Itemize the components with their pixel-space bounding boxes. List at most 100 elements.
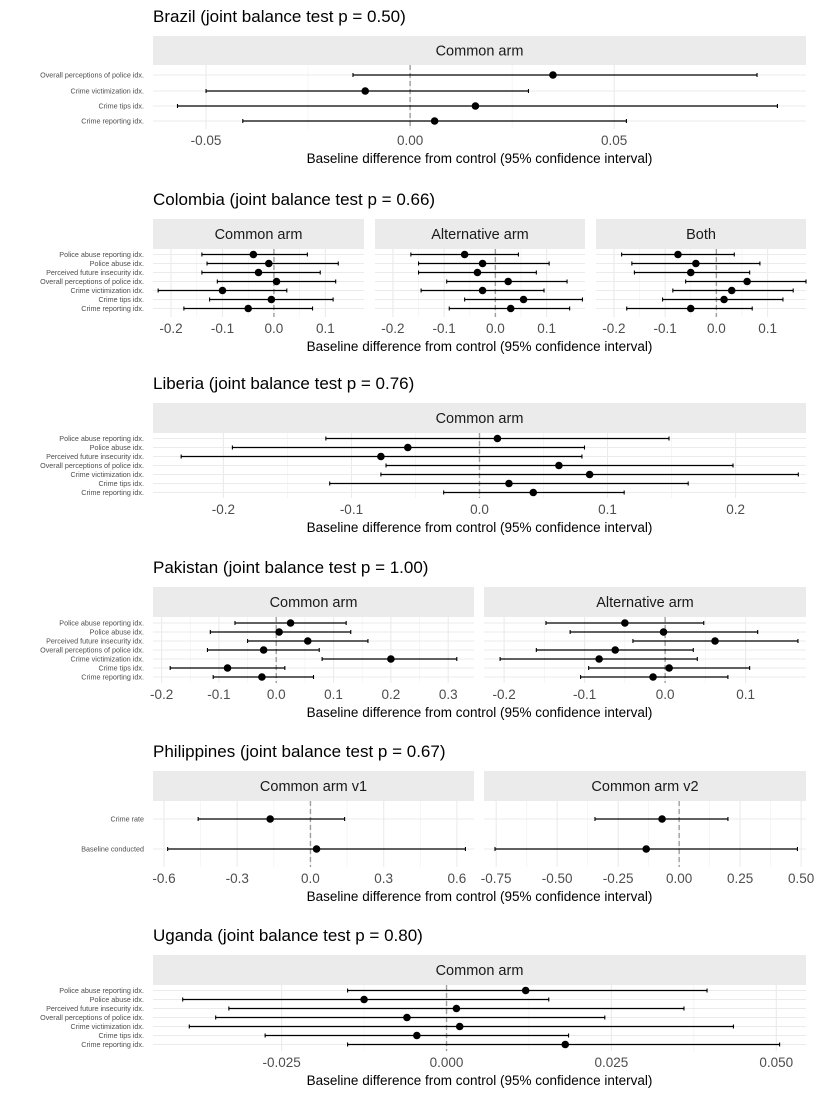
point-estimate	[473, 268, 482, 277]
x-tick-label: 0.2	[381, 687, 400, 702]
point-estimate	[259, 646, 268, 654]
x-tick-label: 0.1	[736, 687, 755, 702]
facet-strip-label: Common arm	[436, 44, 524, 60]
row-label: Crime tips idx.	[98, 1031, 144, 1040]
point-estimate	[272, 277, 281, 286]
x-tick-label: 0.1	[316, 321, 335, 336]
row-label: Police abuse idx.	[90, 628, 144, 637]
point-estimate	[621, 619, 629, 627]
point-estimate	[585, 470, 594, 479]
point-estimate	[506, 304, 515, 313]
row-label: Crime reporting idx.	[81, 117, 144, 126]
row-label: Perceived future insecurity idx.	[46, 452, 144, 461]
facet-row-0: Brazil (joint balance test p = 0.50) Over…	[40, 7, 806, 166]
point-estimate	[561, 1040, 570, 1049]
point-estimate	[223, 664, 232, 672]
row-label: Crime reporting idx.	[81, 304, 144, 313]
panel-1: Alternative arm -0.2 -0.1 0.0 0.1	[375, 219, 585, 336]
point-estimate	[471, 102, 480, 110]
x-tick-label: -0.75	[481, 871, 512, 886]
point-estimate	[455, 1022, 464, 1031]
x-tick-label: 0.05	[601, 133, 627, 148]
row-label: Overall perceptions of police idx.	[40, 461, 144, 470]
facet-strip	[484, 587, 806, 617]
point-estimate	[403, 1013, 411, 1022]
point-estimate	[264, 259, 273, 268]
row-label: Crime victimization idx.	[71, 286, 145, 295]
point-estimate	[275, 628, 283, 636]
point-estimate	[505, 479, 513, 488]
x-tick-label: -0.1	[433, 321, 456, 336]
x-axis-title: Baseline difference from control (95% co…	[307, 151, 653, 166]
panel-2: Both -0.2 -0.1 0.0 0.1	[596, 219, 807, 336]
facet-row-4: Philippines (joint balance test p = 0.67…	[81, 742, 814, 904]
row-label: Crime tips idx.	[98, 295, 144, 304]
facet-strip-label: Common arm v2	[591, 779, 698, 795]
point-estimate	[504, 277, 512, 286]
x-tick-label: 0.0	[656, 687, 675, 702]
panel-1: Common arm v2 -0.75 -0.50 -0.25 0.00 0.25 0.50	[481, 771, 814, 886]
point-estimate	[286, 619, 295, 627]
row-label: Overall perceptions of police idx.	[40, 71, 144, 80]
row-label: Perceived future insecurity idx.	[46, 637, 144, 646]
x-tick-label: 0.2	[726, 502, 745, 517]
row-label: Crime reporting idx.	[81, 673, 144, 682]
row-label: Overall perceptions of police idx.	[40, 646, 144, 655]
panel-0: Common arm -0.05 0.00 0.05	[153, 36, 806, 148]
facet-strip-label: Alternative arm	[596, 595, 694, 611]
x-tick-label: -0.25	[603, 871, 634, 886]
row-label: Overall perceptions of police idx.	[40, 1013, 144, 1022]
x-tick-label: 0.0	[301, 871, 320, 886]
point-estimate	[413, 1031, 421, 1040]
point-estimate	[361, 87, 370, 95]
chart-title: Brazil (joint balance test p = 0.50)	[153, 7, 406, 26]
panel-0: Common arm -0.2 -0.1 0.0 0.1	[153, 219, 364, 336]
point-estimate	[659, 628, 668, 636]
row-label: Police abuse reporting idx.	[59, 250, 144, 259]
point-estimate	[493, 434, 502, 443]
x-tick-label: -0.1	[573, 687, 596, 702]
point-estimate	[377, 452, 385, 461]
facet-strip	[153, 587, 474, 617]
panel-0: Common arm v1 -0.6 -0.3 0.0 0.3 0.6	[152, 771, 474, 886]
facet-strip	[375, 219, 585, 249]
point-estimate	[258, 673, 266, 681]
point-estimate	[403, 443, 412, 452]
row-label: Crime tips idx.	[98, 479, 144, 488]
point-estimate	[658, 815, 666, 823]
x-tick-label: -0.6	[152, 871, 175, 886]
point-estimate	[720, 295, 728, 304]
facet-strip-label: Common arm	[215, 227, 303, 243]
row-label: Crime tips idx.	[98, 664, 144, 673]
point-estimate	[249, 250, 258, 259]
x-axis-title: Baseline difference from control (95% co…	[307, 1073, 653, 1088]
facet-row-1: Colombia (joint balance test p = 0.66) Po…	[40, 190, 807, 354]
row-label: Crime reporting idx.	[81, 1040, 144, 1049]
point-estimate	[460, 250, 469, 259]
x-tick-label: 0.3	[439, 687, 458, 702]
point-estimate	[430, 117, 439, 125]
point-estimate	[665, 664, 673, 672]
x-tick-label: -0.2	[212, 502, 235, 517]
chart-title: Liberia (joint balance test p = 0.76)	[153, 374, 414, 393]
row-label: Crime reporting idx.	[81, 488, 144, 497]
x-axis-title: Baseline difference from control (95% co…	[307, 339, 653, 354]
facet-strip	[153, 403, 806, 433]
row-label: Police abuse idx.	[90, 259, 144, 268]
x-tick-label: -0.1	[340, 502, 363, 517]
x-tick-label: -0.2	[150, 687, 173, 702]
x-tick-label: 0.1	[324, 687, 343, 702]
facet-row-3: Pakistan (joint balance test p = 1.00) Po…	[40, 558, 806, 720]
point-estimate	[478, 286, 487, 295]
point-estimate	[674, 250, 682, 259]
row-label: Crime rate	[110, 815, 144, 824]
facet-strip-label: Common arm	[270, 595, 358, 611]
x-tick-label: 0.0	[267, 687, 286, 702]
x-axis-title: Baseline difference from control (95% co…	[307, 705, 653, 720]
point-estimate	[711, 637, 719, 645]
x-tick-label: 0.025	[595, 1055, 629, 1070]
x-tick-label: -0.2	[492, 687, 515, 702]
point-estimate	[244, 304, 253, 313]
panel-1: Alternative arm -0.2 -0.1 0.0 0.1	[484, 587, 806, 702]
